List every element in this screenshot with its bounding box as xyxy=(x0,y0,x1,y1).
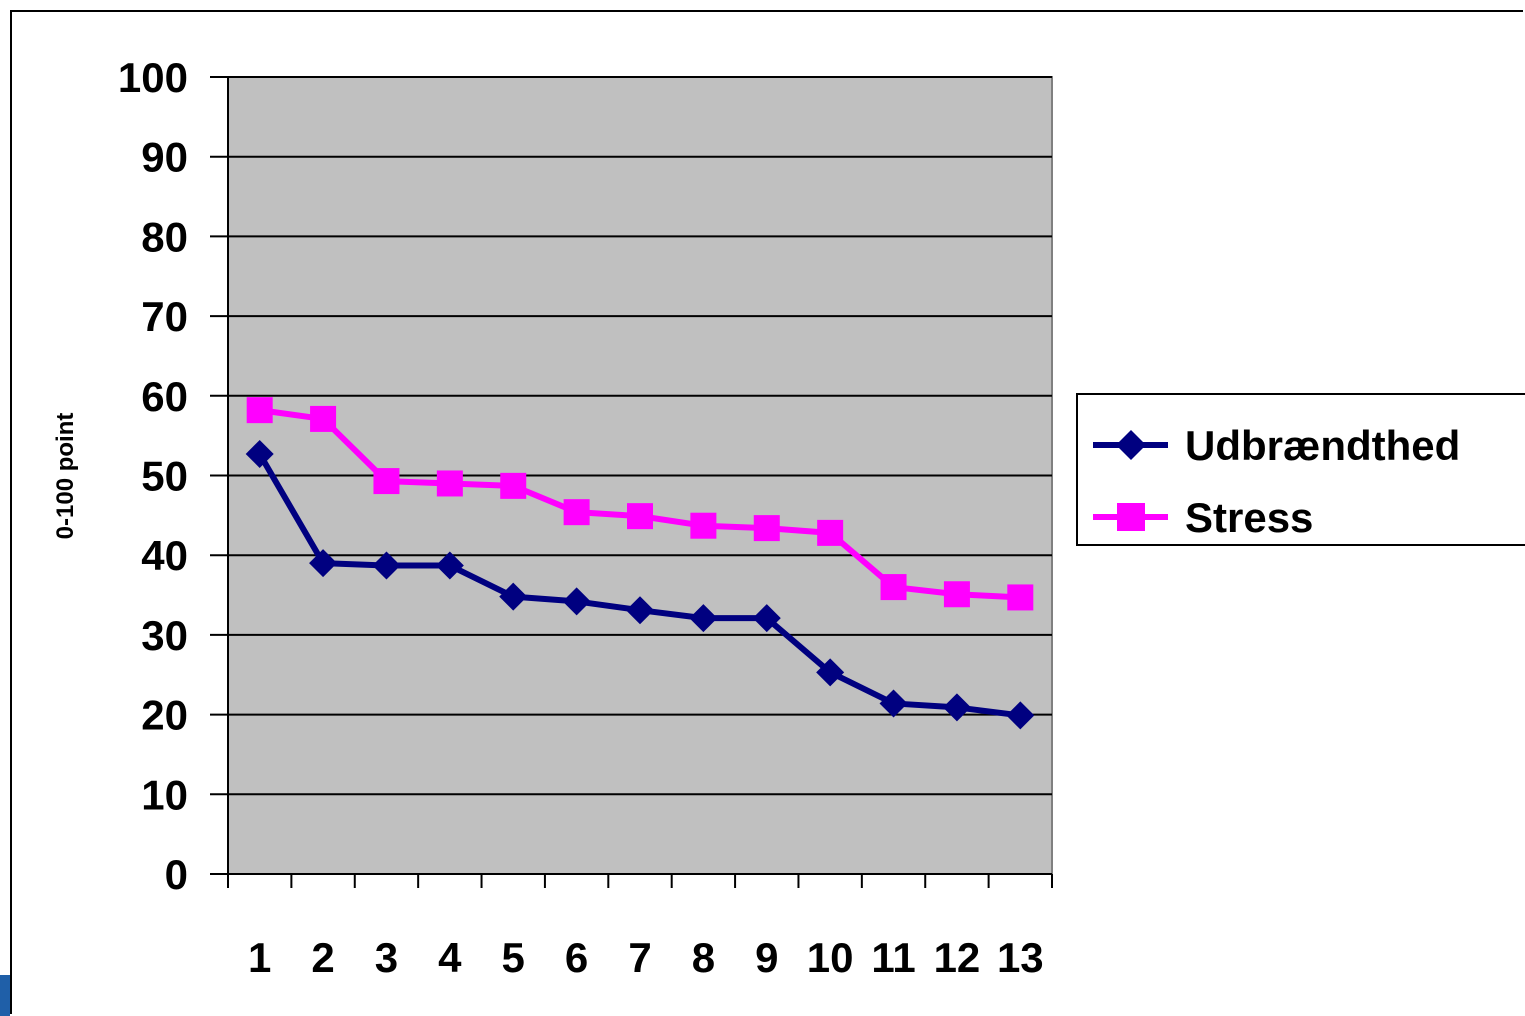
data-point-square xyxy=(500,472,527,499)
x-tick-label: 1 xyxy=(248,934,271,981)
y-tick-label: 50 xyxy=(141,453,188,500)
y-tick-label: 10 xyxy=(141,771,188,818)
x-tick-label: 2 xyxy=(311,934,334,981)
data-point-diamond xyxy=(942,693,971,722)
data-point-diamond xyxy=(1006,701,1035,730)
x-tick-label: 13 xyxy=(997,934,1044,981)
y-tick-label: 0 xyxy=(165,851,188,898)
data-point-square xyxy=(880,574,907,601)
legend-label-0: Udbrændthed xyxy=(1185,422,1460,469)
data-point-square xyxy=(563,499,590,526)
data-point-diamond xyxy=(879,689,908,718)
data-point-diamond xyxy=(435,551,464,580)
data-point-square xyxy=(310,405,337,432)
data-point-diamond xyxy=(372,551,401,580)
x-tick-label: 3 xyxy=(375,934,398,981)
x-tick-label: 8 xyxy=(692,934,715,981)
x-tick-label: 6 xyxy=(565,934,588,981)
y-axis-title: 0-100 point xyxy=(52,413,79,540)
x-tick-label: 10 xyxy=(807,934,854,981)
data-point-square xyxy=(817,519,844,546)
data-point-square xyxy=(627,503,653,530)
y-tick-label: 90 xyxy=(141,134,188,181)
data-point-square xyxy=(943,581,970,608)
corner-accent xyxy=(0,975,10,1016)
data-point-square xyxy=(690,512,717,539)
y-tick-label: 40 xyxy=(141,532,188,579)
data-point-square xyxy=(1007,584,1034,611)
x-axis: 1 2 3 4 5 6 7 8 9 10 11 12 13 xyxy=(227,873,1053,981)
data-point-square xyxy=(246,397,273,424)
x-tick-label: 4 xyxy=(438,934,462,981)
data-point-square xyxy=(753,515,780,542)
y-tick-label: 100 xyxy=(118,54,188,101)
data-point-diamond xyxy=(689,604,718,633)
gridlines xyxy=(228,76,1052,796)
x-tick-label: 9 xyxy=(755,934,778,981)
legend: Udbrændthed Stress xyxy=(1076,393,1525,546)
legend-label-1: Stress xyxy=(1185,494,1313,541)
data-point-diamond xyxy=(752,604,781,633)
y-tick-label: 20 xyxy=(141,692,188,739)
data-point-diamond xyxy=(816,658,845,687)
y-tick-label: 70 xyxy=(141,293,188,340)
data-point-diamond xyxy=(309,549,338,578)
legend-marker-square xyxy=(1117,503,1145,531)
data-point-square xyxy=(436,470,463,497)
data-point-diamond xyxy=(499,582,528,611)
y-tick-label: 80 xyxy=(141,213,188,260)
x-tick-label: 7 xyxy=(628,934,651,981)
x-tick-label: 11 xyxy=(871,934,915,981)
data-point-diamond xyxy=(626,596,654,625)
x-tick-label: 12 xyxy=(934,934,981,981)
y-tick-label: 60 xyxy=(141,373,188,420)
x-tick-label: 5 xyxy=(502,934,525,981)
legend-marker-diamond xyxy=(1116,430,1146,460)
data-point-diamond xyxy=(245,439,274,468)
y-axis: 0 10 20 30 40 50 60 70 80 90 100 xyxy=(118,54,229,898)
data-point-square xyxy=(373,468,400,495)
series-layer xyxy=(245,397,1035,730)
y-tick-label: 30 xyxy=(141,612,188,659)
data-point-diamond xyxy=(562,587,591,616)
